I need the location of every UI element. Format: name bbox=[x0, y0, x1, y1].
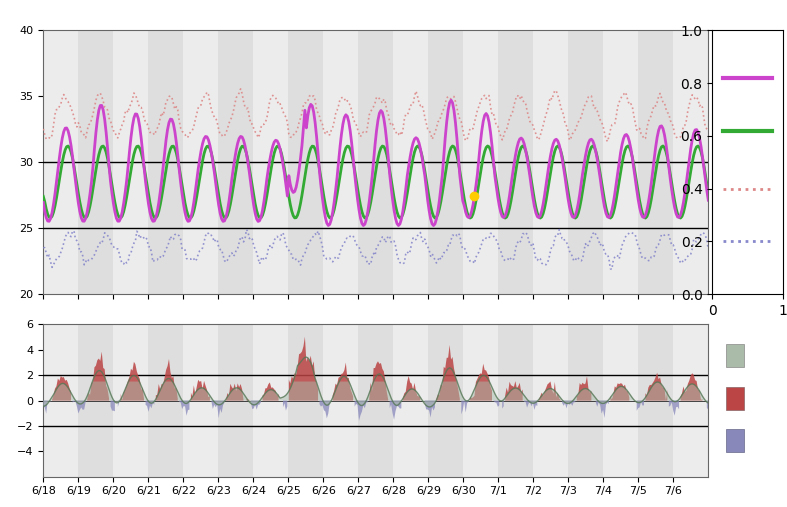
Bar bbox=[183, 30, 218, 294]
Bar bbox=[218, 324, 253, 477]
Bar bbox=[113, 30, 148, 294]
Bar bbox=[464, 30, 498, 294]
Bar bbox=[218, 30, 253, 294]
Bar bbox=[726, 387, 745, 410]
Bar bbox=[726, 429, 745, 452]
Bar bbox=[674, 30, 708, 294]
Bar bbox=[604, 324, 638, 477]
Bar bbox=[148, 30, 183, 294]
Bar bbox=[358, 324, 394, 477]
Bar bbox=[534, 324, 568, 477]
Bar bbox=[113, 324, 148, 477]
Bar bbox=[568, 324, 604, 477]
Bar bbox=[253, 324, 288, 477]
Bar bbox=[498, 30, 534, 294]
Bar bbox=[534, 30, 568, 294]
Bar bbox=[78, 324, 113, 477]
Bar bbox=[638, 324, 674, 477]
Bar bbox=[323, 30, 358, 294]
Bar bbox=[288, 30, 323, 294]
Bar bbox=[428, 30, 464, 294]
Bar bbox=[726, 344, 745, 367]
Bar bbox=[253, 30, 288, 294]
Bar bbox=[323, 324, 358, 477]
Bar bbox=[604, 30, 638, 294]
Bar bbox=[394, 324, 428, 477]
Bar bbox=[183, 324, 218, 477]
Bar bbox=[78, 30, 113, 294]
Bar bbox=[394, 30, 428, 294]
Bar bbox=[43, 324, 78, 477]
Bar bbox=[288, 324, 323, 477]
Bar bbox=[464, 324, 498, 477]
Bar bbox=[428, 324, 464, 477]
Bar bbox=[358, 30, 394, 294]
Bar bbox=[568, 30, 604, 294]
Bar bbox=[148, 324, 183, 477]
Bar bbox=[43, 30, 78, 294]
Bar bbox=[498, 324, 534, 477]
Bar bbox=[674, 324, 708, 477]
Bar bbox=[638, 30, 674, 294]
